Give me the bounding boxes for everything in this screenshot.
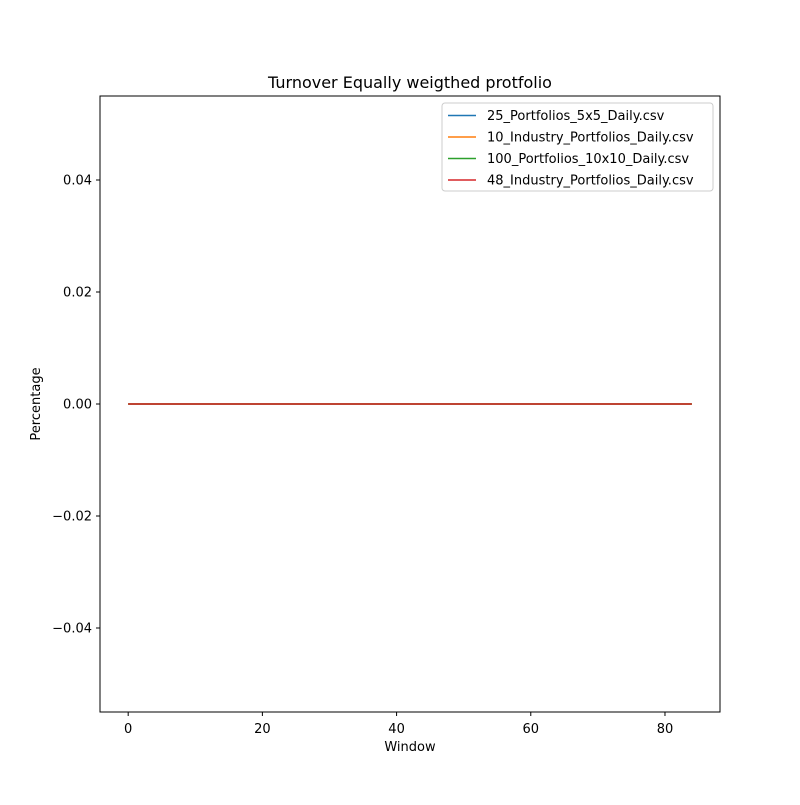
x-axis-ticks: 0 20 40 60 80	[124, 712, 673, 737]
x-tick-label: 80	[657, 722, 674, 737]
y-axis-label: Percentage	[29, 367, 44, 440]
legend-label: 48_Industry_Portfolios_Daily.csv	[487, 174, 694, 189]
y-axis-ticks: −0.04 −0.02 0.00 0.02 0.04	[52, 174, 100, 637]
legend-label: 10_Industry_Portfolios_Daily.csv	[487, 131, 694, 146]
legend-label: 25_Portfolios_5x5_Daily.csv	[487, 109, 665, 124]
x-tick-label: 20	[254, 722, 271, 737]
y-tick-label: 0.02	[63, 286, 92, 301]
x-tick-label: 40	[388, 722, 405, 737]
x-tick-label: 60	[523, 722, 540, 737]
y-tick-label: −0.02	[52, 510, 92, 525]
legend-label: 100_Portfolios_10x10_Daily.csv	[487, 152, 689, 167]
y-tick-label: 0.00	[63, 398, 92, 413]
chart-title: Turnover Equally weigthed protfolio	[267, 73, 552, 92]
x-tick-label: 0	[124, 722, 132, 737]
legend: 25_Portfolios_5x5_Daily.csv 10_Industry_P…	[441, 102, 714, 192]
y-tick-label: 0.04	[63, 174, 92, 189]
y-tick-label: −0.04	[52, 622, 92, 637]
x-axis-label: Window	[384, 740, 436, 755]
legend-box	[441, 102, 714, 192]
